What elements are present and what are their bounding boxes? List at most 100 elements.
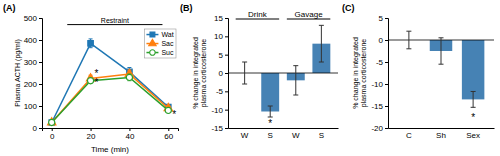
tick: 0: [50, 128, 55, 141]
y-axis-label: % change in integratedplasma corticoster…: [352, 37, 368, 109]
tick-label: W: [241, 131, 249, 140]
legend-frame: [144, 29, 176, 58]
tick: -10: [211, 106, 228, 115]
error-bar: [89, 39, 93, 48]
marker: [49, 119, 55, 125]
axis: WSWS: [229, 129, 339, 140]
legend-label: Sac: [161, 40, 174, 47]
axis-line: [389, 128, 495, 129]
tick-label: S: [268, 131, 273, 140]
tick-mark: [225, 73, 228, 74]
legend-item: Sac: [146, 39, 174, 47]
tick: S: [319, 131, 324, 140]
tick-mark: [129, 128, 130, 131]
tick-label: 40: [125, 132, 134, 141]
legend-item: Suc: [146, 49, 174, 56]
tick-mark: [39, 106, 42, 107]
tick-mark: [39, 40, 42, 41]
tick-mark: [52, 128, 53, 131]
panel: CShSex-20-15-10-505% change in integrate…: [342, 3, 495, 140]
tick: 0: [219, 69, 228, 78]
tick: 60: [164, 128, 173, 141]
axis-line: [43, 129, 179, 132]
tick: -15: [371, 102, 388, 111]
tick: 40: [125, 128, 134, 141]
tick-label: -10: [371, 80, 383, 89]
tick-mark: [385, 62, 388, 63]
tick: 10: [214, 32, 228, 41]
marker: [126, 74, 132, 80]
tick-label: S: [319, 131, 324, 140]
axis: 0 20 40 60: [43, 128, 179, 141]
series-line: [52, 43, 169, 122]
bracket: [67, 24, 162, 25]
group-label: Drink: [248, 10, 268, 19]
error-bar: [268, 106, 273, 117]
panel-label: (B): [180, 3, 193, 13]
tick-label: 0: [33, 124, 38, 133]
tick-label: 400: [24, 36, 38, 45]
tick-label: C: [406, 131, 412, 140]
tick-mark: [225, 18, 228, 19]
tick-label: 200: [24, 80, 38, 89]
tick-mark: [225, 91, 228, 92]
tick: 0: [379, 36, 388, 45]
tick: -15: [211, 124, 228, 133]
tick-mark: [385, 18, 388, 19]
tick-mark: [385, 84, 388, 85]
legend-marker: [150, 32, 155, 37]
error-bar: [471, 91, 476, 107]
marker: [87, 78, 93, 84]
tick-label: -5: [376, 58, 384, 67]
series: [49, 74, 172, 125]
tick-label: 0: [50, 132, 55, 141]
series-line: [52, 77, 169, 122]
tick: -5: [376, 58, 388, 67]
tick: W: [241, 131, 249, 140]
plot-area: [388, 31, 494, 107]
error-bar: [406, 31, 411, 49]
plot-area: [228, 25, 338, 117]
tick-label: 60: [164, 132, 173, 141]
tick-mark: [39, 128, 42, 129]
marker: [165, 107, 171, 113]
axis: -20 -15 -10 -5 0 5: [371, 14, 388, 133]
legend: Wat Sac Suc: [144, 29, 176, 58]
legend-label: Wat: [161, 31, 173, 38]
tick: 5: [219, 51, 228, 60]
panel-label: (A): [3, 3, 16, 13]
axis-line: [229, 128, 339, 129]
tick: 300: [24, 58, 42, 67]
legend-label: Suc: [161, 49, 174, 56]
tick-label: 0: [379, 36, 384, 45]
tick-mark: [385, 128, 388, 129]
series: [48, 69, 173, 125]
panel-label: (C): [342, 3, 355, 13]
y-axis-label: % change in integratedplasma corticoster…: [192, 37, 208, 109]
axis-line: [385, 19, 389, 129]
tick-mark: [225, 55, 228, 56]
tick: Sh: [436, 131, 446, 140]
axis-line: [225, 19, 229, 129]
x-axis-label: Time (min): [91, 145, 129, 154]
tick-label: 10: [214, 32, 223, 41]
tick: 200: [24, 80, 42, 89]
tick-mark: [225, 128, 228, 129]
error-bar: [439, 38, 444, 64]
axis-line: [39, 19, 43, 129]
tick: 20: [87, 128, 96, 141]
tick-label: 5: [219, 51, 224, 60]
tick-mark: [168, 128, 169, 131]
annotation: Restraint: [101, 17, 129, 24]
group-label: Gavage: [295, 10, 324, 19]
tick-mark: [91, 128, 92, 131]
tick-label: 500: [24, 14, 38, 23]
panel: WSWS-15-10-5051015% change in integrated…: [180, 3, 339, 140]
tick-label: 5: [379, 14, 384, 23]
tick-label: 100: [24, 102, 38, 111]
tick-mark: [385, 106, 388, 107]
tick-mark: [225, 36, 228, 37]
tick-label: W: [292, 131, 300, 140]
tick-label: -20: [371, 124, 383, 133]
series-line: [52, 74, 169, 122]
